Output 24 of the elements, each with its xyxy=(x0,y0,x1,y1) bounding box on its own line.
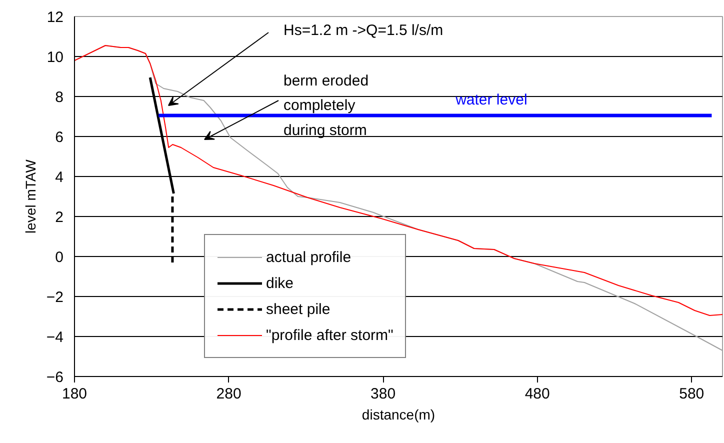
y-tick-label: 10 xyxy=(46,49,64,66)
x-tick-label: 280 xyxy=(216,386,242,402)
legend-label: actual profile xyxy=(266,248,352,266)
legend-label: dike xyxy=(266,274,294,292)
y-tick-label: 6 xyxy=(55,129,64,146)
legend-label: sheet pile xyxy=(266,300,330,318)
x-tick-label: 180 xyxy=(62,386,88,402)
y-axis-title: level mTAW xyxy=(22,158,38,234)
annotation: Hs=1.2 m ->Q=1.5 l/s/m xyxy=(284,22,444,39)
y-tick-label: 2 xyxy=(55,209,64,226)
annotation: water level xyxy=(454,92,528,108)
y-tick-label: 4 xyxy=(55,169,64,186)
y-tick-label: 0 xyxy=(55,249,64,266)
x-tick-label: 380 xyxy=(370,386,396,402)
x-tick-label: 580 xyxy=(679,386,704,402)
x-axis-title: distance(m) xyxy=(362,406,436,422)
y-tick-label: 8 xyxy=(55,89,64,106)
annotation: berm eroded completely during storm xyxy=(284,72,369,139)
legend-label: "profile after storm" xyxy=(266,326,394,344)
y-tick-label: −4 xyxy=(46,329,64,346)
y-tick-label: −6 xyxy=(46,369,64,386)
y-tick-label: −2 xyxy=(46,289,64,306)
y-tick-label: 12 xyxy=(46,9,64,26)
x-tick-label: 480 xyxy=(524,386,550,402)
